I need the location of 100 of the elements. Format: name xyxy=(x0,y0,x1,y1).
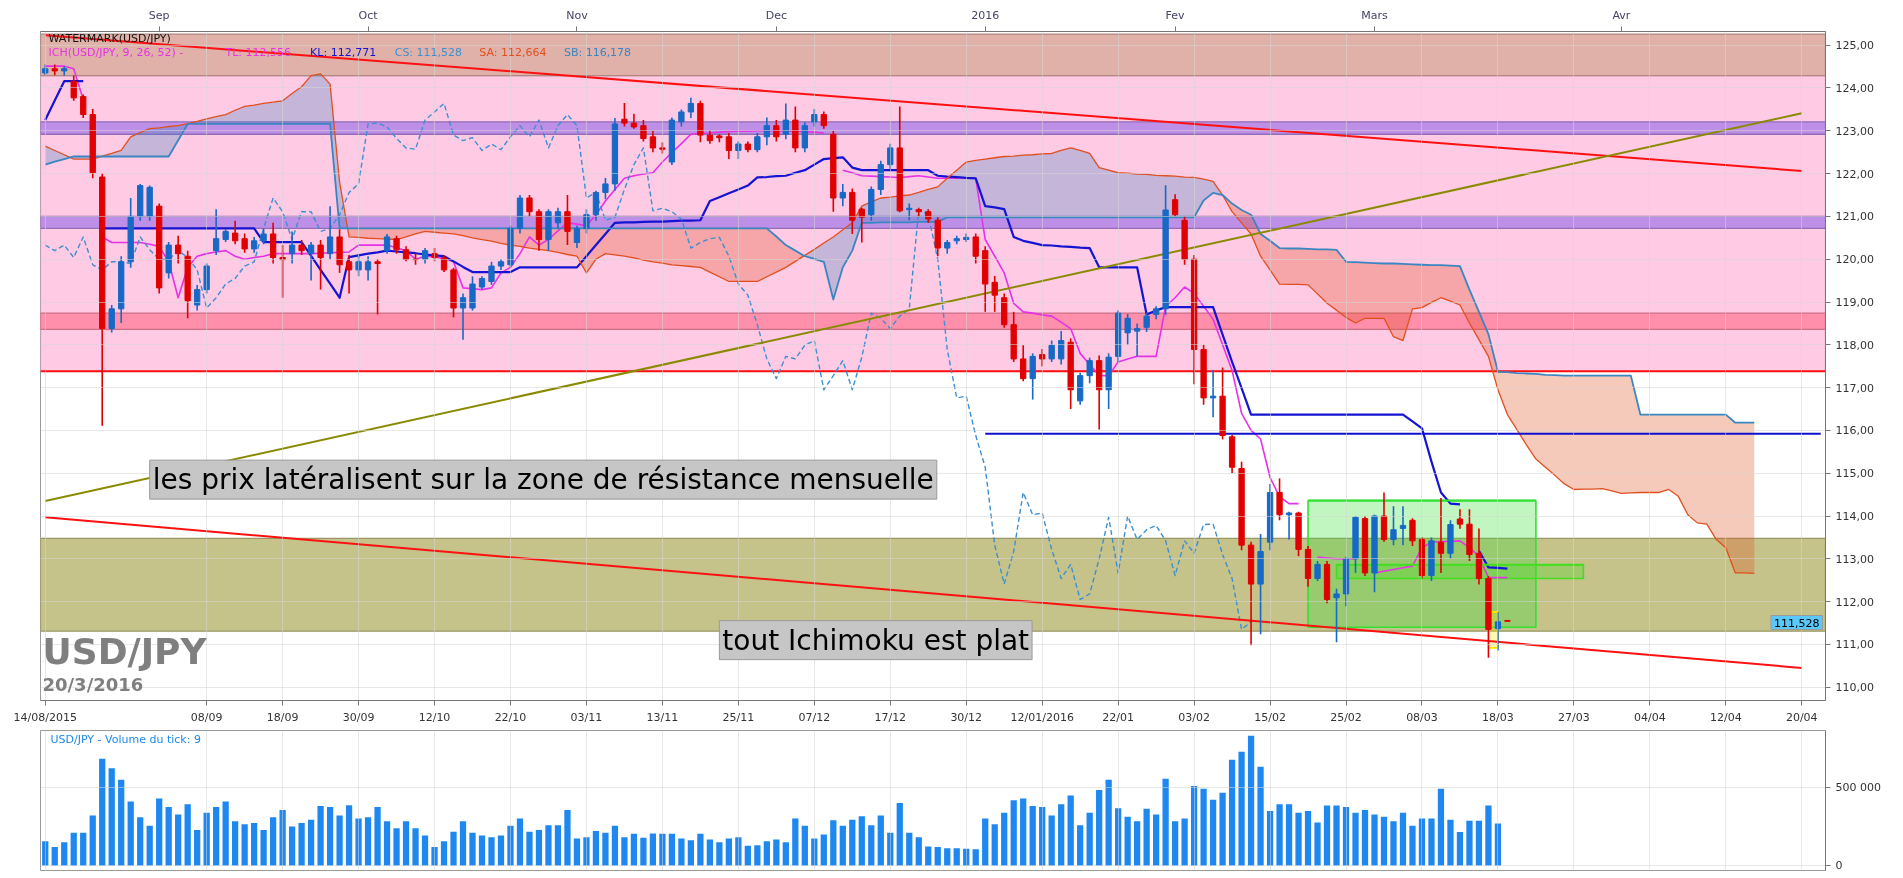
candlestick xyxy=(602,177,609,201)
bar xyxy=(773,839,780,866)
bar xyxy=(1285,804,1293,866)
bar xyxy=(526,831,533,866)
bar xyxy=(51,846,58,866)
bar xyxy=(1333,805,1340,866)
bar xyxy=(393,828,400,866)
candlestick xyxy=(127,197,134,269)
y-tick-label: 122,00 xyxy=(1835,167,1874,181)
bar xyxy=(1361,809,1369,866)
x-tick-label: 30/09 xyxy=(342,710,375,724)
bar xyxy=(1380,816,1388,866)
candlestick xyxy=(1447,519,1454,560)
bar xyxy=(649,833,657,866)
bar xyxy=(175,814,182,866)
bar xyxy=(1228,759,1236,866)
bar xyxy=(1475,820,1483,866)
x-tick-label: 08/03 xyxy=(1406,710,1438,724)
bar xyxy=(839,825,846,866)
bar xyxy=(80,832,87,866)
bar xyxy=(1020,798,1027,866)
bar xyxy=(1352,812,1359,866)
bar xyxy=(830,820,837,866)
candlestick xyxy=(754,132,761,153)
bar xyxy=(1314,822,1321,866)
bar xyxy=(194,829,201,866)
candlestick xyxy=(488,260,495,286)
annotation: tout Ichimoku est plat xyxy=(722,623,1030,657)
bar xyxy=(611,825,619,866)
annotation: USD/JPY xyxy=(42,631,208,672)
y-tick-label: 110,00 xyxy=(1835,681,1874,695)
candlestick xyxy=(469,275,476,312)
candlestick xyxy=(583,208,590,235)
bar xyxy=(1437,788,1445,866)
candlestick xyxy=(1390,505,1397,546)
bar xyxy=(849,819,856,866)
bar xyxy=(165,807,172,866)
bar xyxy=(374,807,381,866)
bar xyxy=(1190,786,1198,866)
bar xyxy=(735,837,742,866)
bar xyxy=(1181,818,1188,866)
bar xyxy=(583,837,590,866)
bar xyxy=(288,826,296,866)
bar xyxy=(1295,812,1302,866)
bar xyxy=(1029,806,1036,866)
line-series xyxy=(44,73,1755,575)
x-tick-label: 12/04 xyxy=(1709,710,1742,724)
candlestick xyxy=(830,130,837,213)
bar xyxy=(507,825,514,866)
candlestick xyxy=(1504,619,1511,622)
x-tick-label: 04/04 xyxy=(1634,710,1666,724)
y-tick-label: 115,00 xyxy=(1835,467,1874,481)
y-tick-label: 113,00 xyxy=(1835,552,1874,566)
text: Nov xyxy=(566,8,589,22)
bar xyxy=(972,849,979,866)
bar xyxy=(697,833,704,866)
candlestick xyxy=(1200,344,1207,406)
bar xyxy=(1152,814,1160,866)
candlestick xyxy=(1029,352,1036,401)
bar xyxy=(1171,821,1179,866)
bar xyxy=(887,832,894,866)
bar xyxy=(213,807,220,866)
bar xyxy=(1162,778,1169,866)
bar xyxy=(497,835,505,866)
x-tick-label: 17/12 xyxy=(874,710,907,724)
text: 2016 xyxy=(971,8,1000,22)
bar xyxy=(1067,795,1074,866)
candlestick xyxy=(640,119,647,143)
candlestick xyxy=(1333,587,1340,644)
y-tick-label: 118,00 xyxy=(1835,338,1874,352)
candlestick xyxy=(336,228,343,274)
text: KL: 112,771 xyxy=(310,46,377,59)
candlestick xyxy=(1143,311,1150,333)
bar xyxy=(706,839,714,866)
bar xyxy=(1428,818,1435,866)
candlestick xyxy=(1238,460,1245,552)
bar xyxy=(801,825,808,866)
candlestick xyxy=(1371,513,1378,594)
candlestick xyxy=(1105,352,1112,410)
bar xyxy=(554,825,562,866)
bar xyxy=(127,801,134,866)
bar xyxy=(222,801,229,866)
bar xyxy=(1124,816,1131,866)
bar xyxy=(754,845,761,866)
bar xyxy=(1257,766,1264,866)
bar xyxy=(858,816,865,866)
y-tick-label: 121,00 xyxy=(1835,210,1874,224)
x-tick-label: 07/12 xyxy=(798,710,831,724)
annotation: les prix latéralisent sur la zone de résistance mensuelle xyxy=(152,463,934,497)
candlestick xyxy=(184,249,191,320)
bar xyxy=(640,837,647,866)
x-tick-label: 08/09 xyxy=(190,710,223,724)
text: Mars xyxy=(1361,8,1389,22)
candlestick xyxy=(1314,560,1321,582)
bar xyxy=(326,807,334,866)
y-tick-label: 123,00 xyxy=(1835,124,1874,138)
candlestick xyxy=(1257,533,1264,635)
bar xyxy=(811,838,818,866)
bar xyxy=(402,821,410,866)
candlestick xyxy=(1409,517,1416,547)
